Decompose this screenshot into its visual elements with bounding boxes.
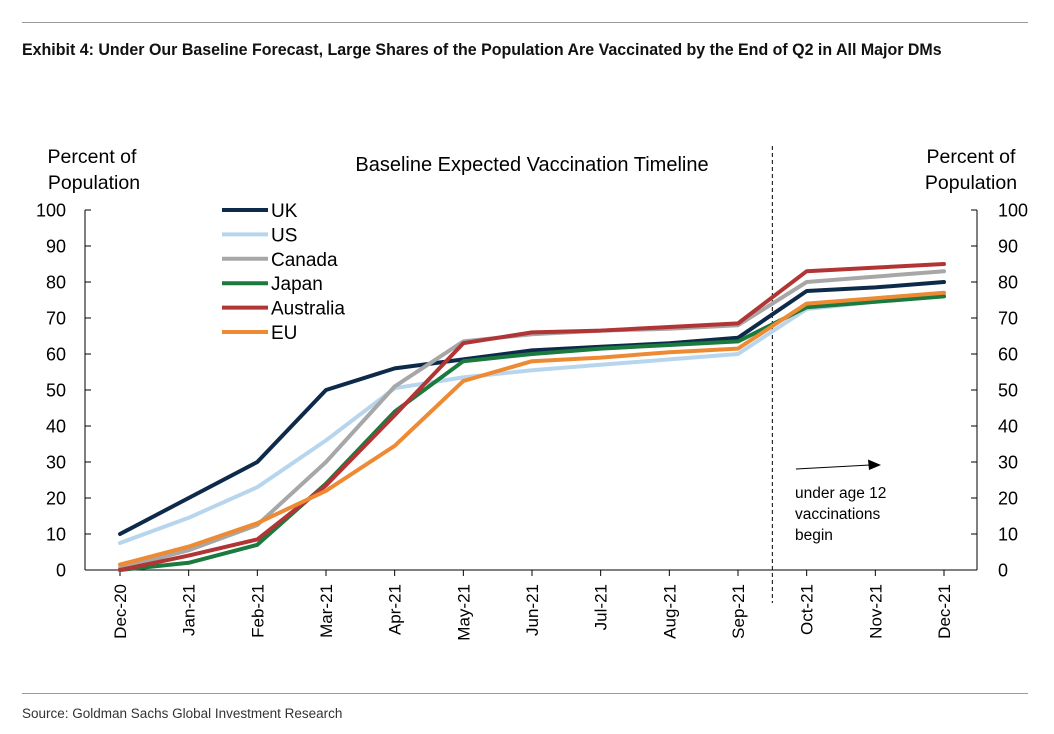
right-y-axis-label-line1: Percent of (927, 146, 1016, 168)
x-tick-label: Apr-21 (386, 584, 405, 635)
exhibit-title: Exhibit 4: Under Our Baseline Forecast, … (22, 40, 942, 59)
right-y-tick-label: 80 (998, 273, 1018, 293)
left-y-tick-label: 0 (56, 561, 66, 581)
series-line-japan (118, 294, 946, 572)
left-y-tick-label: 30 (46, 453, 66, 473)
x-tick-label: Mar-21 (317, 584, 336, 638)
top-rule (22, 22, 1028, 23)
series-layer (118, 262, 946, 572)
source-note: Source: Goldman Sachs Global Investment … (22, 706, 343, 721)
x-tick-label: Dec-20 (111, 584, 130, 639)
left-y-tick-label: 90 (46, 237, 66, 257)
left-y-tick-label: 40 (46, 417, 66, 437)
x-tick-label: Jul-21 (592, 584, 611, 630)
right-y-tick-label: 70 (998, 309, 1018, 329)
right-y-tick-label: 20 (998, 489, 1018, 509)
left-y-axis-label-line2: Population (48, 172, 140, 194)
annotation-arrow-line (795, 464, 871, 470)
right-y-tick-label: 30 (998, 453, 1018, 473)
right-y-tick-label: 60 (998, 345, 1018, 365)
right-y-tick-label: 100 (998, 201, 1028, 221)
left-y-tick-label: 60 (46, 345, 66, 365)
annotation-text-line: under age 12 (795, 485, 886, 502)
x-tick-label: Oct-21 (798, 584, 817, 635)
left-y-tick-label: 50 (46, 381, 66, 401)
left-y-axis-label-line1: Percent of (48, 146, 137, 168)
left-y-tick-label: 80 (46, 273, 66, 293)
chart-labels: Baseline Expected Vaccination Timeline Pe… (48, 146, 1018, 544)
series-line-canada (118, 269, 946, 571)
legend-label-australia: Australia (271, 299, 345, 320)
legend-label-us: US (271, 225, 297, 246)
x-tick-label: May-21 (454, 584, 473, 641)
annotation-text-line: begin (795, 527, 833, 544)
series-line-eu (118, 290, 946, 567)
right-y-tick-label: 40 (998, 417, 1018, 437)
legend-label-eu: EU (271, 323, 297, 344)
right-y-tick-label: 10 (998, 525, 1018, 545)
axes: 0 0 10 10 20 20 30 30 40 40 50 50 60 60 70 70 80 80 90 90 10… (36, 146, 1028, 641)
right-y-tick-label: 0 (998, 561, 1008, 581)
x-tick-label: Aug-21 (660, 584, 679, 639)
bottom-rule (22, 693, 1028, 694)
chart-title: Baseline Expected Vaccination Timeline (355, 154, 708, 176)
right-y-tick-label: 90 (998, 237, 1018, 257)
series-line-uk (118, 280, 946, 536)
x-tick-label: Feb-21 (248, 584, 267, 638)
left-y-tick-label: 70 (46, 309, 66, 329)
x-tick-label: Nov-21 (866, 584, 885, 639)
legend-label-uk: UK (271, 201, 298, 222)
left-y-tick-label: 10 (46, 525, 66, 545)
series-line-australia (118, 262, 946, 572)
x-tick-label: Jun-21 (523, 584, 542, 636)
legend-label-canada: Canada (271, 250, 338, 271)
x-tick-label: Jan-21 (180, 584, 199, 636)
annotation-arrow-head (868, 459, 881, 470)
right-y-tick-label: 50 (998, 381, 1018, 401)
legend-label-japan: Japan (271, 274, 323, 295)
legend: UK US Canada Japan Australia EU (222, 201, 345, 344)
right-y-axis-label-line2: Population (925, 172, 1017, 194)
x-tick-label: Dec-21 (935, 584, 954, 639)
annotation-text-line: vaccinations (795, 506, 881, 523)
left-y-tick-label: 20 (46, 489, 66, 509)
x-tick-label: Sep-21 (729, 584, 748, 639)
left-y-tick-label: 100 (36, 201, 66, 221)
